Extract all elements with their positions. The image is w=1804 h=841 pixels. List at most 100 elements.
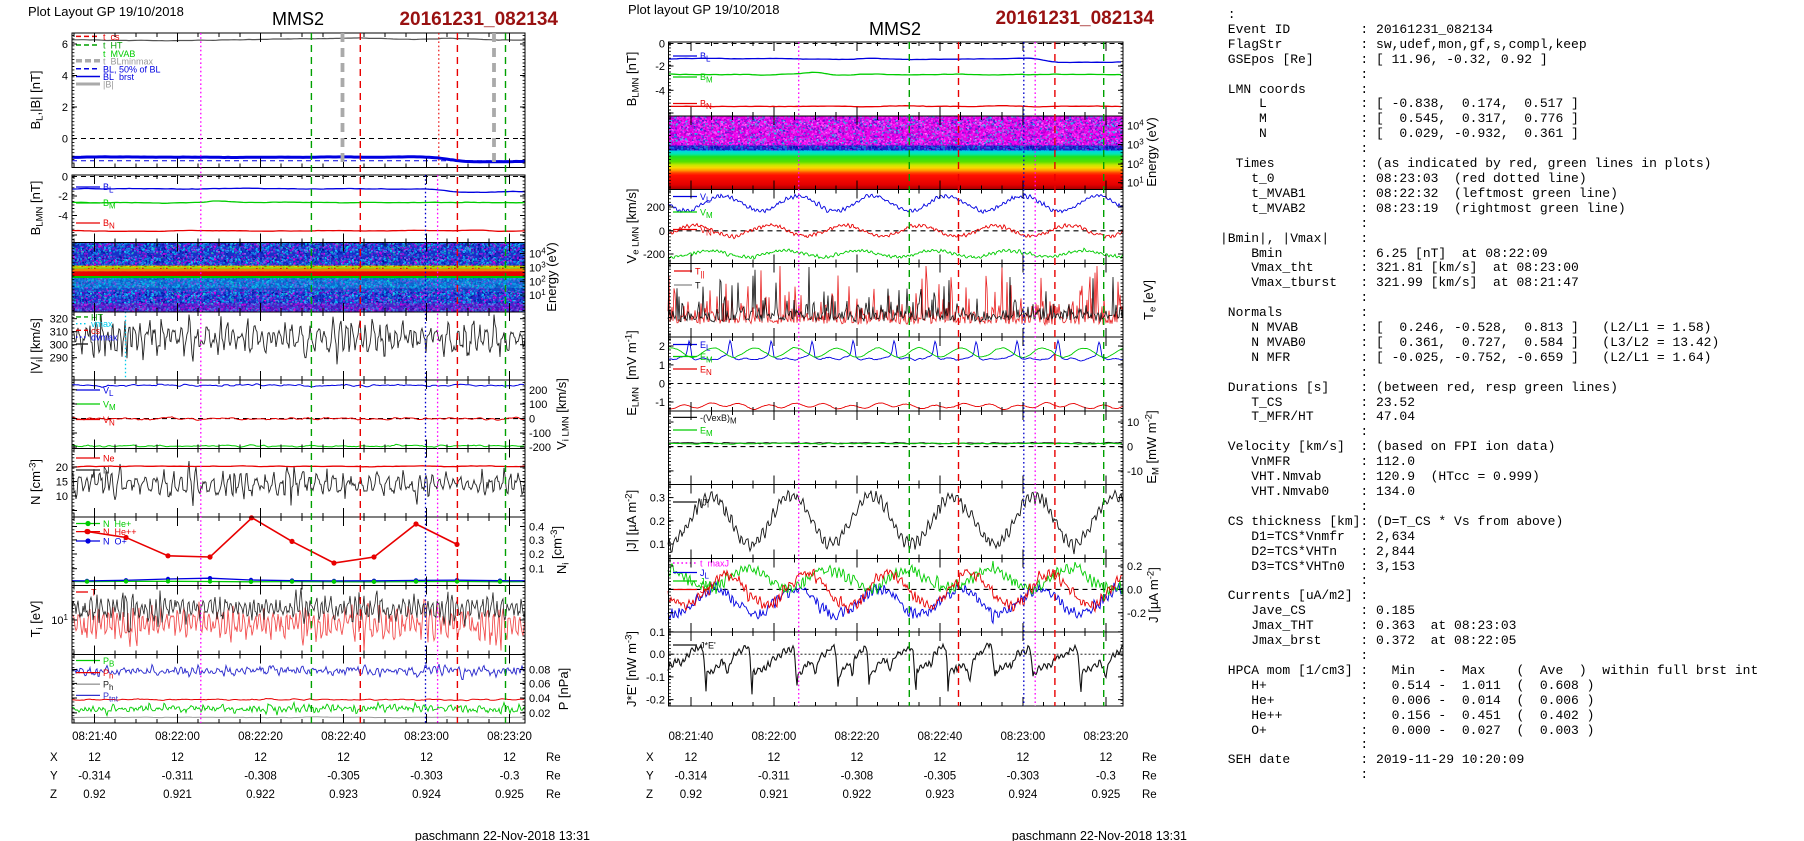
svg-text:-0.2: -0.2 — [1127, 608, 1146, 620]
svg-text:EM [mW m-2]: EM [mW m-2] — [1144, 410, 1162, 483]
svg-text:Pn: Pn — [103, 668, 113, 681]
svg-text:08:23:00: 08:23:00 — [404, 731, 449, 743]
svg-text:-2: -2 — [655, 61, 665, 73]
svg-text:0.924: 0.924 — [412, 789, 441, 801]
svg-text:X: X — [646, 752, 654, 764]
svg-text:VL: VL — [103, 386, 114, 399]
svg-text:0.3: 0.3 — [650, 493, 665, 505]
svg-text:N He+: N He+ — [103, 519, 131, 529]
svg-text:Plot layout GP 19/10/2018: Plot layout GP 19/10/2018 — [628, 2, 780, 17]
svg-text:102: 102 — [1127, 157, 1144, 171]
svg-text:0.2: 0.2 — [1127, 561, 1142, 573]
svg-text:0.04: 0.04 — [529, 693, 550, 705]
svg-text:-0.311: -0.311 — [758, 771, 790, 783]
svg-text:paschmann 22-Nov-2018 13:31: paschmann 22-Nov-2018 13:31 — [415, 829, 590, 841]
svg-text:Re: Re — [546, 789, 561, 801]
svg-text:-0.308: -0.308 — [244, 771, 277, 783]
svg-text:0.0: 0.0 — [650, 649, 665, 661]
svg-text:-0.305: -0.305 — [924, 771, 957, 783]
svg-text:VN: VN — [700, 225, 712, 238]
svg-text:Vi LMN [km/s]: Vi LMN [km/s] — [554, 378, 572, 450]
svg-text:BL, 50% of BL: BL, 50% of BL — [103, 64, 161, 74]
svg-text:103: 103 — [1127, 138, 1144, 152]
svg-text:0.2: 0.2 — [529, 549, 544, 561]
svg-text:VN: VN — [103, 415, 115, 428]
svg-text:0.921: 0.921 — [760, 789, 789, 801]
svg-text:1: 1 — [659, 360, 665, 372]
svg-text:T: T — [695, 281, 701, 291]
svg-text:200: 200 — [529, 385, 547, 397]
svg-text:BL,|B| [nT]: BL,|B| [nT] — [28, 70, 46, 129]
svg-text:Z: Z — [50, 789, 57, 801]
svg-text:0.923: 0.923 — [329, 789, 358, 801]
svg-text:-4: -4 — [655, 85, 665, 97]
svg-text:BL brst: BL brst — [103, 72, 135, 82]
svg-text:JM: JM — [700, 577, 712, 590]
svg-text:Re: Re — [1142, 752, 1157, 764]
svg-text:12: 12 — [254, 752, 267, 764]
svg-text:104: 104 — [1127, 119, 1144, 133]
svg-text:J*E' [nW m-3]: J*E' [nW m-3] — [624, 631, 640, 707]
svg-text:EN: EN — [700, 365, 712, 378]
svg-text:-0.314: -0.314 — [78, 771, 111, 783]
svg-text:Re: Re — [546, 771, 561, 783]
svg-text:Te [eV]: Te [eV] — [1141, 280, 1159, 320]
svg-text:N He++: N He++ — [103, 527, 137, 537]
svg-text:BM: BM — [700, 72, 713, 85]
svg-text:dvmax: dvmax — [91, 333, 118, 343]
svg-text:t BLminmax: t BLminmax — [103, 56, 154, 66]
svg-text:cs: cs — [91, 326, 101, 336]
svg-text:310: 310 — [50, 327, 68, 339]
svg-text:PB: PB — [103, 656, 114, 669]
svg-text:Ne: Ne — [103, 454, 115, 464]
svg-text:-0.3: -0.3 — [500, 771, 520, 783]
svg-text:0.08: 0.08 — [529, 665, 550, 677]
svg-text:-100: -100 — [529, 428, 551, 440]
svg-text:08:22:40: 08:22:40 — [321, 731, 366, 743]
svg-text:08:23:20: 08:23:20 — [1084, 731, 1129, 743]
svg-text:320: 320 — [50, 314, 68, 326]
svg-text:BN: BN — [700, 99, 712, 112]
svg-text:08:21:40: 08:21:40 — [72, 731, 117, 743]
svg-text:N [cm-3]: N [cm-3] — [28, 459, 44, 505]
svg-text:6: 6 — [62, 39, 68, 51]
svg-text:Ve LMN [km/s]: Ve LMN [km/s] — [624, 189, 642, 264]
svg-text:0.925: 0.925 — [495, 789, 524, 801]
svg-text:t maxJ: t maxJ — [700, 559, 729, 569]
svg-text:08:23:20: 08:23:20 — [487, 731, 532, 743]
svg-text:VM: VM — [700, 208, 713, 221]
svg-text:N: N — [103, 466, 110, 476]
svg-text:P [nPa]: P [nPa] — [556, 668, 571, 710]
svg-text:0: 0 — [659, 379, 665, 391]
svg-text:08:22:40: 08:22:40 — [918, 731, 963, 743]
svg-text:-200: -200 — [643, 249, 665, 261]
svg-text:-0.2: -0.2 — [646, 695, 665, 707]
svg-text:HT: HT — [91, 312, 103, 322]
svg-text:0.2: 0.2 — [650, 516, 665, 528]
svg-text:0: 0 — [1127, 442, 1133, 454]
svg-text:0: 0 — [529, 414, 535, 426]
svg-text:Re: Re — [1142, 771, 1157, 783]
svg-text:200: 200 — [647, 202, 665, 214]
svg-text:0.0: 0.0 — [1127, 584, 1142, 596]
svg-text:X: X — [50, 752, 58, 764]
svg-text:EL: EL — [700, 340, 711, 353]
svg-text:12: 12 — [420, 752, 433, 764]
svg-text:08:22:00: 08:22:00 — [752, 731, 797, 743]
svg-text:0.1: 0.1 — [529, 564, 544, 576]
svg-text:08:23:00: 08:23:00 — [1001, 731, 1046, 743]
svg-text:12: 12 — [1017, 752, 1030, 764]
svg-text:0.92: 0.92 — [83, 789, 105, 801]
svg-text:10: 10 — [56, 491, 68, 503]
svg-text:t HT: t HT — [103, 41, 123, 51]
svg-text:JN: JN — [700, 585, 711, 598]
svg-text:12: 12 — [503, 752, 516, 764]
svg-text:paschmann 22-Nov-2018 13:31: paschmann 22-Nov-2018 13:31 — [1012, 829, 1187, 841]
svg-text:08:22:00: 08:22:00 — [155, 731, 200, 743]
svg-text:Ph: Ph — [103, 680, 113, 693]
svg-text:Energy (eV): Energy (eV) — [544, 242, 559, 311]
svg-text:0: 0 — [62, 172, 68, 184]
svg-text:-200: -200 — [529, 442, 551, 454]
svg-text:0.1: 0.1 — [650, 627, 665, 639]
svg-text:290: 290 — [50, 353, 68, 365]
